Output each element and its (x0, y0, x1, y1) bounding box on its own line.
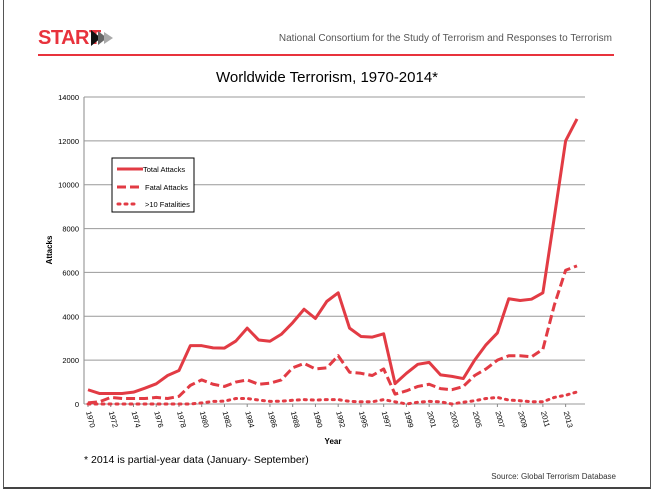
play-arrows-icon (91, 30, 113, 46)
y-tick-label: 8000 (62, 225, 79, 234)
x-tick-label: 2003 (448, 410, 461, 428)
x-tick-label: 1995 (357, 410, 370, 428)
chart-title: Worldwide Terrorism, 1970-2014* (215, 69, 439, 86)
x-tick-label: 1988 (289, 410, 302, 428)
x-tick-label: 2001 (425, 410, 438, 428)
page-frame (3, 0, 651, 489)
footnote: * 2014 is partial-year data (January- Se… (84, 454, 309, 466)
x-tick-label: 1990 (312, 410, 325, 428)
x-axis-label: Year (325, 437, 342, 446)
x-tick-label: 1999 (402, 410, 415, 428)
y-tick-label: 2000 (62, 356, 79, 365)
series-line-10-fatalities (86, 390, 579, 406)
x-tick-label: 1972 (107, 410, 120, 428)
y-axis-label: Attacks (45, 235, 54, 264)
x-tick-label: 1974 (130, 410, 143, 428)
x-tick-label: 2013 (562, 410, 575, 428)
y-tick-label: 0 (75, 400, 79, 409)
y-tick-label: 4000 (62, 312, 79, 321)
x-tick-label: 2005 (471, 410, 484, 428)
source-note: Source: Global Terrorism Database (491, 472, 616, 481)
x-tick-label: 1984 (243, 410, 256, 428)
y-tick-label: 6000 (62, 268, 79, 277)
x-tick-label: 1980 (198, 410, 211, 428)
x-tick-label: 1976 (152, 410, 165, 428)
x-tick-label: 1986 (266, 410, 279, 428)
org-name: National Consortium for the Study of Ter… (278, 33, 612, 44)
x-tick-label: 1992 (334, 410, 347, 428)
series-line-total-attacks (87, 118, 579, 395)
series-line-fatal-attacks (87, 264, 578, 405)
x-tick-label: 2011 (539, 410, 552, 428)
x-tick-label: 1970 (84, 410, 97, 428)
start-logo: START (38, 27, 101, 49)
header-rule (38, 54, 614, 56)
legend-fatal: Fatal Attacks (145, 183, 188, 192)
x-tick-label: 1982 (221, 410, 234, 428)
x-tick-label: 1997 (380, 410, 393, 428)
x-tick-label: 2009 (516, 410, 529, 428)
x-tick-label: 1978 (175, 410, 188, 428)
y-tick-label: 12000 (58, 137, 79, 146)
legend-10fatal: >10 Fatalities (145, 200, 190, 209)
y-tick-label: 14000 (58, 93, 79, 102)
legend-total: Total Attacks (143, 165, 185, 174)
x-tick-label: 2007 (493, 410, 506, 428)
legend: Total Attacks Fatal Attacks >10 Fataliti… (111, 157, 195, 213)
y-tick-label: 10000 (58, 181, 79, 190)
